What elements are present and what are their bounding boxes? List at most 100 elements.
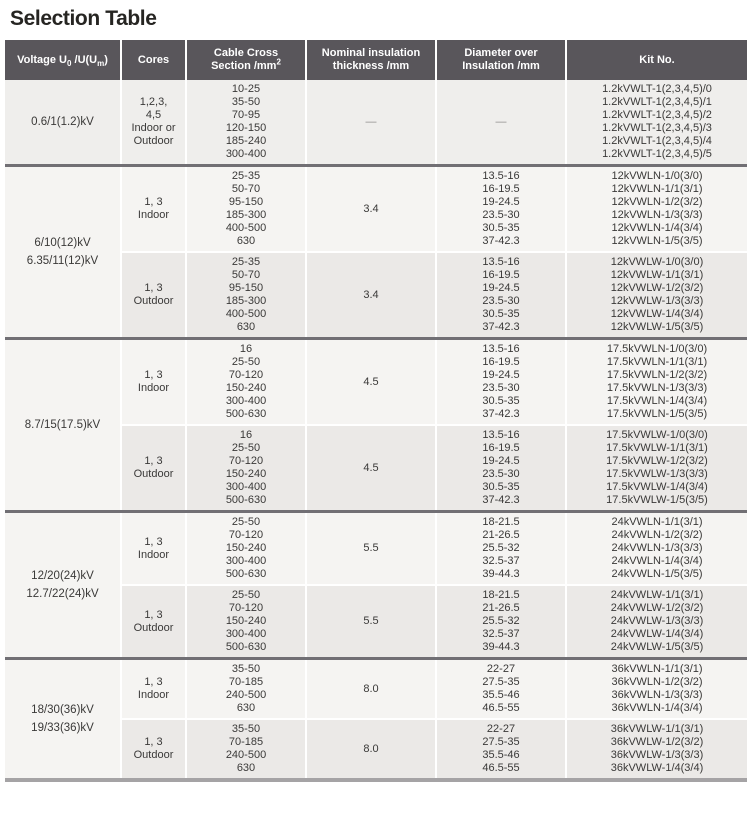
cell-line: 16 — [239, 429, 253, 441]
cross-section-cell: 25-35 50-70 95-150 185-300 400-500 630 — [186, 164, 307, 252]
table-row: 1, 3 Outdoor 16 25-50 70-120 150-240 300-400 50… — [5, 424, 747, 512]
cell-line: 300-400 — [225, 481, 267, 493]
diameter-header-line2: Insulation /mm — [462, 60, 540, 72]
cell-line: 1.2kVWLT-1(2,3,4,5)/2 — [602, 109, 712, 121]
selection-table: Voltage U0 /U(Um) Cores Cable Cross Secti… — [5, 40, 747, 782]
cross-section-cell: 35-50 70-185 240-500 630 — [186, 657, 307, 719]
cell-line: 150-240 — [225, 615, 267, 627]
cell-line: 6.35/11(12)kV — [26, 255, 99, 267]
cell-line: 12.7/22(24)kV — [26, 588, 99, 600]
cores-cell: 1, 3 Outdoor — [121, 584, 187, 659]
cell-line: 500-630 — [225, 408, 267, 420]
voltage-cell: 6/10(12)kV 6.35/11(12)kV — [5, 164, 122, 339]
cell-line: 1.2kVWLT-1(2,3,4,5)/3 — [602, 122, 712, 134]
cell-line: 36kVWLN-1/1(3/1) — [611, 663, 703, 675]
cores-cell: 1, 3 Indoor — [121, 510, 187, 585]
thickness-cell: 5.5 — [306, 510, 437, 585]
cell-line: 400-500 — [225, 308, 267, 320]
cell-line: 12kVWLN-1/4(3/4) — [611, 222, 703, 234]
table-body: 0.6/1(1.2)kV 1,2,3, 4,5 Indoor or Outdoor 10-… — [5, 80, 747, 780]
cell-line: 36kVWLW-1/1(3/1) — [610, 723, 704, 735]
thickness-cell: 5.5 — [306, 584, 437, 659]
diameter-header-line1: Diameter over — [464, 47, 538, 59]
cell-line: 1, 3 — [144, 736, 163, 748]
cell-line: Indoor — [137, 689, 170, 701]
cell-line: 18/30(36)kV — [31, 704, 94, 716]
cell-line: 12kVWLW-1/5(3/5) — [610, 321, 704, 333]
cell-line: 30.5-35 — [482, 222, 520, 234]
cell-line: 36kVWLN-1/2(3/2) — [611, 676, 703, 688]
cell-line: 24kVWLN-1/3(3/3) — [611, 542, 703, 554]
cell-line: 70-120 — [228, 455, 264, 467]
cell-line: Outdoor — [133, 621, 174, 634]
cores-cell: 1, 3 Indoor — [121, 337, 187, 425]
cell-line: 25-50 — [231, 442, 261, 454]
cell-line: 18-21.5 — [482, 516, 520, 528]
cell-line: 21-26.5 — [482, 529, 520, 541]
cell-line: 5.5 — [363, 615, 379, 627]
thickness-cell: 3.4 — [306, 251, 437, 339]
cell-line: 240-500 — [225, 749, 267, 761]
cores-cell: 1, 3 Outdoor — [121, 424, 187, 512]
cell-line: 24kVWLN-1/2(3/2) — [611, 529, 703, 541]
kit-cell: 36kVWLW-1/1(3/1) 36kVWLW-1/2(3/2) 36kVWLW-… — [566, 718, 747, 780]
cell-line: 25-50 — [231, 589, 261, 601]
cell-line: 13.5-16 — [482, 429, 520, 441]
cell-line: — — [495, 115, 507, 128]
cell-line: 1, 3 — [144, 676, 163, 688]
cell-line: 35-50 — [231, 663, 261, 675]
cell-line: 150-240 — [225, 468, 267, 480]
cell-line: 1, 3 — [144, 369, 163, 381]
cell-line: 70-95 — [231, 109, 261, 121]
cell-line: 12kVWLN-1/2(3/2) — [611, 196, 703, 208]
cell-line: 1, 3 — [144, 282, 163, 294]
cell-line: 400-500 — [225, 222, 267, 234]
thickness-cell: 8.0 — [306, 718, 437, 780]
table-row: 0.6/1(1.2)kV 1,2,3, 4,5 Indoor or Outdoor 10-… — [5, 80, 747, 166]
diameter-cell: 13.5-16 16-19.5 19-24.5 23.5-30 30.5-35 37-42… — [436, 164, 567, 252]
cell-line: 50-70 — [231, 183, 261, 195]
cell-line: 36kVWLN-1/4(3/4) — [611, 702, 703, 714]
cross-section-cell: 10-25 35-50 70-95 120-150 185-240 300-400 — [186, 80, 307, 166]
cell-line: 95-150 — [228, 282, 264, 294]
cell-line: 17.5kVWLN-1/2(3/2) — [606, 369, 708, 381]
thickness-cell: 8.0 — [306, 657, 437, 719]
cross-section-cell: 25-35 50-70 95-150 185-300 400-500 630 — [186, 251, 307, 339]
cell-line: 185-300 — [225, 209, 267, 221]
cell-line: 25.5-32 — [482, 542, 520, 554]
cell-line: 150-240 — [225, 542, 267, 554]
cell-line: 17.5kVWLW-1/4(3/4) — [606, 481, 708, 493]
cell-line: 0.6/1(1.2)kV — [31, 116, 94, 128]
cell-line: 30.5-35 — [482, 395, 520, 407]
diameter-cell: 22-27 27.5-35 35.5-46 46.5-55 — [436, 657, 567, 719]
cell-line: 1, 3 — [144, 535, 163, 548]
cell-line: 95-150 — [228, 196, 264, 208]
kit-cell: 24kVWLN-1/1(3/1) 24kVWLN-1/2(3/2) 24kVWLN-… — [566, 510, 747, 585]
cell-line: Indoor — [137, 209, 170, 221]
cell-line: 25-35 — [231, 256, 261, 268]
cell-line: 50-70 — [231, 269, 261, 281]
cell-line: 24kVWLW-1/2(3/2) — [610, 602, 704, 614]
cell-line: 17.5kVWLW-1/3(3/3) — [606, 468, 708, 480]
cell-line: 12kVWLN-1/0(3/0) — [611, 170, 703, 182]
cell-line: 16 — [239, 343, 253, 355]
cell-line: 70-185 — [228, 676, 264, 688]
cell-line: 27.5-35 — [482, 676, 520, 688]
thickness-cell: — — [306, 80, 437, 166]
cell-line: 630 — [236, 235, 256, 247]
diameter-cell: 13.5-16 16-19.5 19-24.5 23.5-30 30.5-35 37-42… — [436, 337, 567, 425]
cell-line: 27.5-35 — [482, 736, 520, 748]
cell-line: 16-19.5 — [482, 269, 520, 281]
cell-line: 500-630 — [225, 494, 267, 506]
cell-line: 150-240 — [225, 382, 267, 394]
cell-line: 300-400 — [225, 628, 267, 640]
table-row: 1, 3 Outdoor 25-50 70-120 150-240 300-400 500-… — [5, 584, 747, 659]
cell-line: 35-50 — [231, 723, 261, 735]
kit-cell: 1.2kVWLT-1(2,3,4,5)/0 1.2kVWLT-1(2,3,4,5)… — [566, 80, 747, 166]
cell-line: 36kVWLW-1/2(3/2) — [610, 736, 704, 748]
cell-line: Indoor — [137, 548, 170, 561]
cell-line: Indoor — [137, 382, 170, 394]
table-row: 6/10(12)kV 6.35/11(12)kV 1, 3 Indoor 25-35 50… — [5, 164, 747, 339]
cores-cell: 1, 3 Indoor — [121, 164, 187, 252]
cell-line: Outdoor — [133, 295, 174, 307]
